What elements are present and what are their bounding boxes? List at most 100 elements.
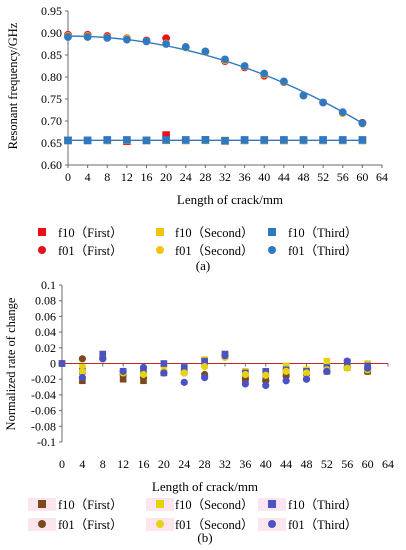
data-point: [240, 136, 249, 144]
data-point: [64, 33, 72, 41]
legend-entry: f01（First）: [28, 518, 123, 532]
y-tick-label: 0.90: [41, 26, 62, 40]
data-point: [302, 369, 311, 377]
legend-entry: f10（Second）: [146, 498, 253, 512]
data-point: [160, 360, 168, 367]
legend-marker: [156, 500, 164, 508]
series-5-points: [64, 32, 367, 128]
x-tick-label: 4: [79, 457, 85, 471]
data-point: [323, 367, 331, 375]
legend-marker: [156, 246, 164, 254]
x-tick-label: 0: [65, 170, 71, 184]
data-point: [180, 378, 188, 386]
series-6-points: [58, 352, 372, 390]
x-tick-label: 24: [178, 457, 190, 471]
y-tick-label: -0.02: [31, 372, 56, 386]
data-point: [260, 136, 269, 144]
x-tick-label: 44: [278, 170, 290, 184]
legend-label: f01（Third）: [288, 244, 357, 258]
data-point: [181, 136, 190, 144]
x-tick-label: 60: [356, 170, 368, 184]
data-point: [162, 131, 170, 139]
legend-entry: f10（First）: [38, 226, 123, 240]
data-point: [201, 357, 208, 365]
data-point: [241, 380, 249, 388]
data-point: [323, 357, 331, 365]
legend-marker: [268, 228, 276, 236]
data-point: [139, 370, 148, 379]
y-tick-label: 0.60: [41, 158, 62, 172]
y-tick-label: 0.06: [35, 309, 56, 323]
data-point: [221, 352, 229, 360]
data-point: [64, 136, 72, 145]
data-point: [119, 375, 127, 383]
legend-label: f01（Second）: [175, 244, 253, 258]
x-tick-label: 8: [100, 457, 106, 471]
x-tick-label: 44: [280, 457, 292, 471]
legend-label: f01（First）: [58, 244, 123, 258]
data-point: [241, 370, 249, 379]
legend-entry: f01（First）: [38, 244, 123, 258]
x-tick-label: 4: [85, 170, 91, 184]
data-point: [139, 363, 148, 372]
data-point: [260, 69, 269, 78]
legend-marker: [38, 520, 46, 528]
legend-entry: f10（Second）: [156, 226, 253, 240]
data-point: [338, 108, 347, 117]
panel-b-label: (b): [197, 530, 212, 545]
data-point: [142, 136, 151, 145]
y-tick-label: -0.04: [31, 388, 56, 402]
y-tick-label: 0.04: [35, 325, 56, 339]
x-tick-label: 60: [362, 457, 374, 471]
data-point: [319, 136, 327, 144]
data-point: [282, 377, 290, 385]
x-tick-label: 12: [117, 457, 129, 471]
y-tick-label: 0.95: [41, 4, 62, 18]
data-point: [299, 91, 308, 100]
data-point: [103, 136, 112, 144]
data-point: [280, 136, 288, 144]
data-point: [201, 136, 210, 144]
data-point: [201, 374, 209, 382]
legend-label: f10（Second）: [175, 226, 253, 240]
fit-curve-1: [67, 35, 363, 124]
y-tick-label: 0.75: [41, 92, 62, 106]
y-tick-label: 0.65: [41, 136, 62, 150]
data-point: [162, 136, 170, 144]
data-point: [279, 77, 288, 86]
legend-label: f01（Third）: [288, 518, 357, 532]
y-tick-label: -0.1: [37, 435, 56, 449]
legend-marker: [268, 246, 276, 254]
data-point: [78, 367, 86, 375]
x-tick-label: 64: [376, 170, 388, 184]
panel-a-x-axis-label: Length of crack/mm: [177, 192, 283, 207]
legend-entry: f10（Third）: [258, 498, 357, 512]
data-point: [262, 381, 270, 390]
legend-marker: [268, 520, 276, 528]
data-point: [299, 136, 308, 144]
legend-marker: [38, 228, 46, 236]
data-point: [282, 362, 290, 370]
x-tick-label: 40: [260, 457, 272, 471]
data-point: [180, 364, 188, 371]
data-point: [79, 364, 86, 371]
y-tick-label: 0.80: [41, 70, 62, 84]
x-tick-label: 28: [199, 457, 211, 471]
panel-b-x-axis-label: Length of crack/mm: [152, 479, 258, 494]
x-tick-label: 12: [121, 170, 133, 184]
series-4-points: [64, 30, 367, 127]
legend-label: f10（Third）: [288, 226, 357, 240]
data-point: [343, 364, 351, 372]
x-tick-label: 36: [239, 457, 251, 471]
data-point: [103, 33, 112, 42]
data-point: [343, 357, 351, 365]
x-tick-label: 28: [199, 170, 211, 184]
data-point: [358, 119, 367, 128]
data-point: [181, 43, 190, 51]
data-point: [282, 367, 290, 375]
x-tick-label: 16: [141, 170, 153, 184]
legend-entry: f01（Second）: [146, 518, 253, 532]
legend-label: f01（Second）: [175, 518, 253, 532]
legend-label: f10（First）: [58, 498, 123, 512]
